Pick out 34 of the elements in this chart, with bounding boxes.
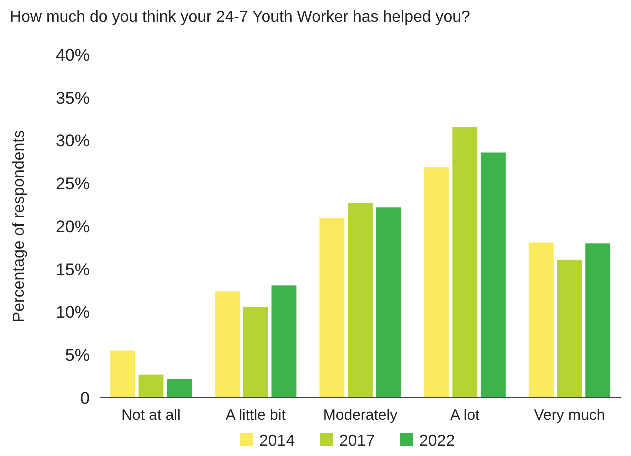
y-tick-label: 35% [56,88,90,108]
bar [480,152,506,398]
x-tick-label: Moderately [323,407,398,424]
bar [452,127,478,398]
legend-label: 2022 [420,433,456,450]
bar [528,242,554,398]
chart-title: How much do you think your 24-7 Youth Worker has helped you? [10,9,471,26]
y-tick-label: 0 [80,388,90,408]
x-tick-label: Very much [534,407,606,424]
y-tick-label: 30% [56,132,90,151]
bar [272,286,297,398]
y-axis-title: Percentage of respondents [11,130,28,323]
y-tick-label: 10% [56,303,90,322]
bar [557,260,582,398]
x-tick-label: A lot [450,407,481,424]
bar [138,374,164,398]
y-tick-label: 25% [56,174,90,194]
bar [348,203,373,398]
bar [167,379,192,398]
bar [424,167,450,398]
y-tick-label: 20% [56,217,90,236]
y-tick-label: 40% [56,46,90,65]
y-tick-label: 15% [56,260,90,280]
bar [376,208,402,398]
bar [110,350,136,398]
legend-label: 2014 [260,433,296,450]
bar [586,244,611,398]
x-tick-label: Not at all [122,407,181,424]
bar [243,307,268,398]
bar [320,218,345,398]
bar [215,292,240,398]
legend-label: 2017 [340,433,376,450]
y-tick-label: 5% [65,346,90,366]
x-tick-label: A little bit [226,407,287,424]
